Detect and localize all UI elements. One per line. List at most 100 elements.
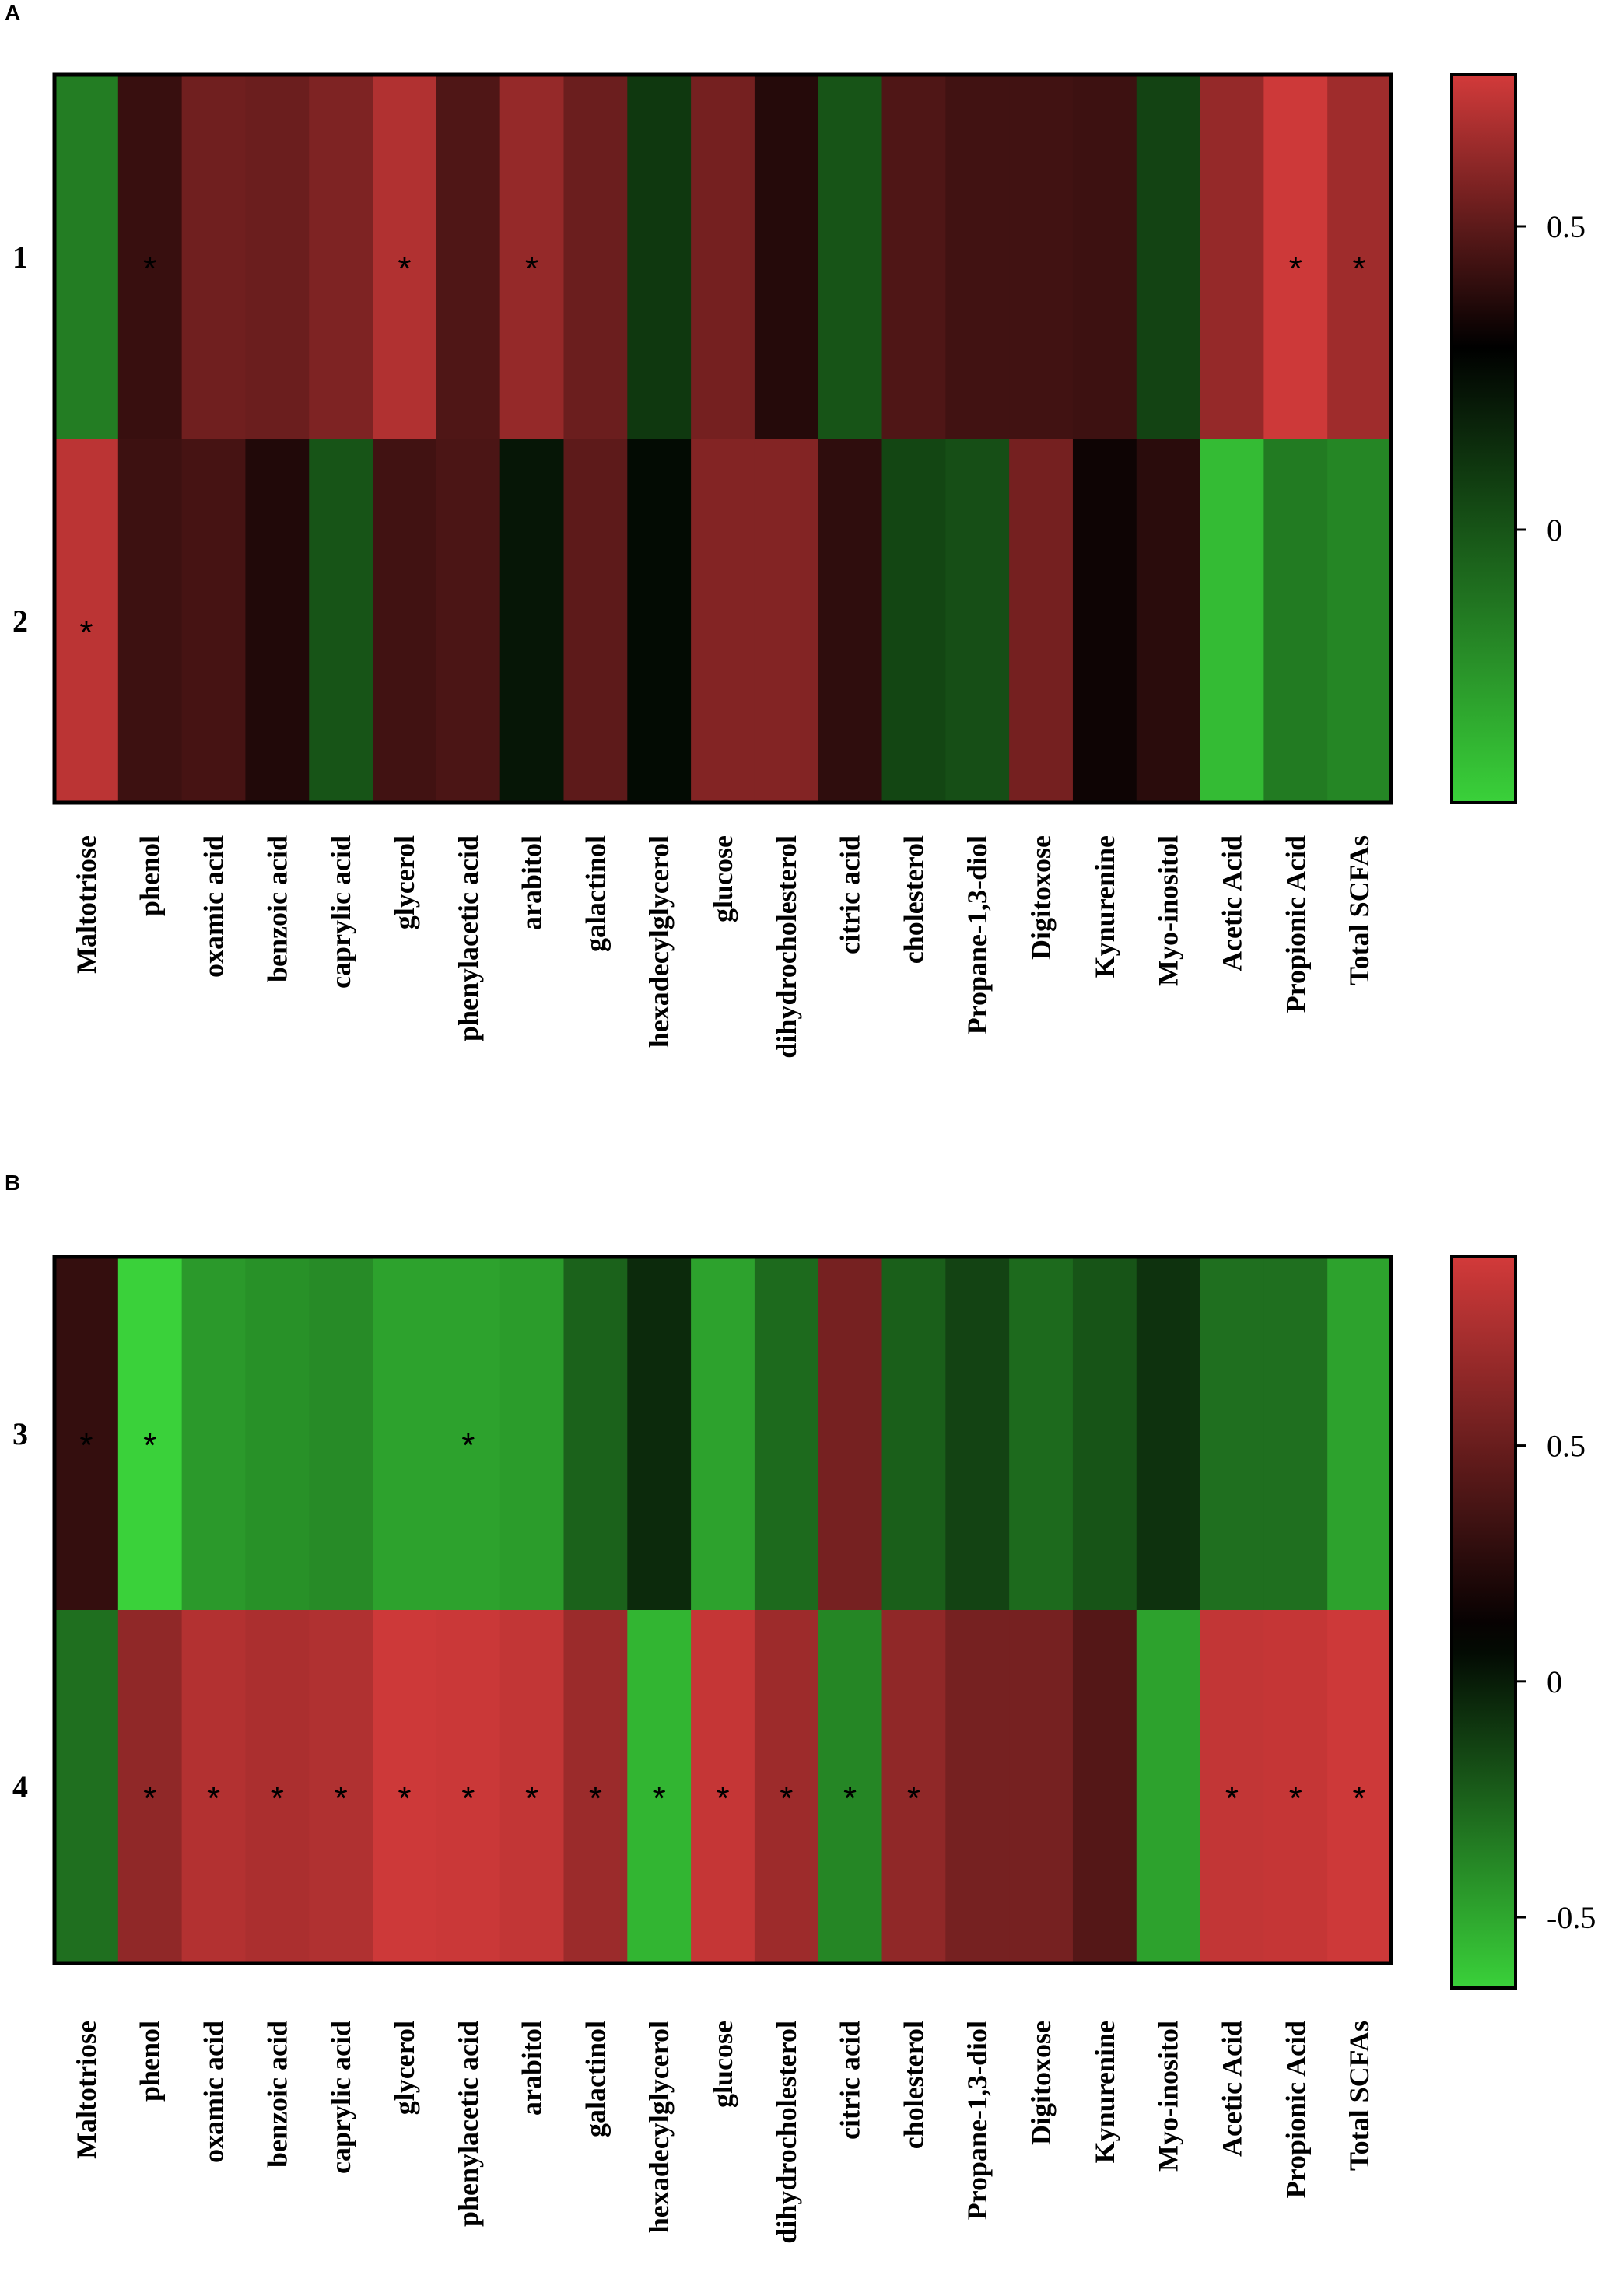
column-label: caprylic acid xyxy=(325,2021,356,2174)
significance-star: * xyxy=(525,250,538,288)
row-label: 3 xyxy=(12,1416,28,1451)
column-label: glucose xyxy=(707,2021,738,2108)
heatmap-cell xyxy=(1327,439,1392,803)
column-label: Total SCFAs xyxy=(1344,835,1375,985)
significance-star: * xyxy=(79,1426,93,1465)
row-label: 4 xyxy=(12,1769,28,1804)
heatmap-cell xyxy=(1072,75,1137,439)
column-label: Propionic Acid xyxy=(1280,835,1311,1013)
heatmap-cell xyxy=(499,1257,565,1611)
heatmap-cell xyxy=(945,1257,1010,1611)
column-label: glycerol xyxy=(389,2021,420,2115)
column-label: galactinol xyxy=(580,2021,611,2137)
heatmap-cell xyxy=(1200,75,1264,439)
heatmap-cell xyxy=(499,75,565,439)
heatmap-cell xyxy=(245,1257,310,1611)
heatmap-frame xyxy=(52,72,1393,805)
heatmap-cell xyxy=(499,439,565,803)
heatmap-cell xyxy=(1009,75,1074,439)
heatmap-cell xyxy=(436,439,501,803)
significance-star: * xyxy=(398,250,411,288)
heatmap-cell xyxy=(245,439,310,803)
colorbar-tick-label: 0.5 xyxy=(1547,1429,1586,1464)
column-label: oxamic acid xyxy=(198,2021,230,2163)
significance-star: * xyxy=(1289,250,1302,288)
heatmap-cell xyxy=(1327,1610,1392,1964)
significance-star: * xyxy=(79,614,93,652)
column-label: phenol xyxy=(135,2021,166,2102)
column-label: cholesterol xyxy=(898,835,929,964)
heatmap-cell xyxy=(1200,439,1264,803)
column-label: arabitol xyxy=(517,2021,548,2116)
heatmap-cell xyxy=(117,439,183,803)
heatmap-cell xyxy=(373,75,437,439)
column-label: glycerol xyxy=(389,835,420,929)
significance-star: * xyxy=(1353,250,1366,288)
significance-star: * xyxy=(1225,1780,1239,1818)
heatmap-cell xyxy=(309,439,373,803)
heatmap-cell xyxy=(881,439,946,803)
heatmap-cell xyxy=(754,75,819,439)
column-label: hexadecylglycerol xyxy=(643,835,675,1048)
heatmap-cell xyxy=(627,439,692,803)
column-label: Maltotriose xyxy=(71,835,102,974)
significance-star: * xyxy=(843,1780,857,1818)
heatmap-cell xyxy=(373,1257,437,1611)
heatmap-cell xyxy=(181,1610,247,1964)
heatmap-cell xyxy=(1136,1257,1201,1611)
column-label: benzoic acid xyxy=(261,2021,293,2168)
heatmap-cell xyxy=(754,439,819,803)
heatmap-cell xyxy=(309,1610,373,1964)
heatmap-cell xyxy=(1072,439,1137,803)
row-label: 1 xyxy=(12,240,28,275)
heatmap-cell xyxy=(945,75,1010,439)
column-label: oxamic acid xyxy=(198,835,230,978)
column-label: Acetic Acid xyxy=(1216,835,1247,971)
heatmap-cell xyxy=(691,1610,755,1964)
heatmap-cell xyxy=(1072,1610,1137,1964)
column-label: hexadecylglycerol xyxy=(643,2021,675,2233)
heatmap-cell xyxy=(54,75,119,439)
column-label: dihydrocholesterol xyxy=(771,835,802,1059)
column-label: Kynurenine xyxy=(1089,835,1120,978)
column-label: dihydrocholesterol xyxy=(771,2021,802,2244)
heatmap-cell xyxy=(499,1610,565,1964)
significance-star: * xyxy=(653,1780,666,1818)
heatmap-cell xyxy=(1009,1257,1074,1611)
column-label: Digitoxose xyxy=(1025,2021,1057,2145)
heatmap-cell xyxy=(373,439,437,803)
significance-star: * xyxy=(589,1780,602,1818)
heatmap-cell xyxy=(436,75,501,439)
significance-star: * xyxy=(143,250,156,288)
heatmap-cell xyxy=(245,1610,310,1964)
heatmap-cell xyxy=(1327,1257,1392,1611)
column-label: Propionic Acid xyxy=(1280,2021,1311,2198)
heatmap-cell xyxy=(1072,1257,1137,1611)
heatmap-cell xyxy=(945,439,1010,803)
column-label: Kynurenine xyxy=(1089,2021,1120,2163)
heatmap-cell xyxy=(691,439,755,803)
heatmap-cell xyxy=(309,1257,373,1611)
significance-star: * xyxy=(1289,1780,1302,1818)
heatmap-cell xyxy=(754,1610,819,1964)
colorbar-tick-label: 0.5 xyxy=(1547,209,1586,244)
column-label: Digitoxose xyxy=(1025,835,1057,960)
heatmap-cell xyxy=(818,1257,883,1611)
column-label: caprylic acid xyxy=(325,835,356,989)
heatmap-cell xyxy=(54,1610,119,1964)
significance-star: * xyxy=(143,1780,156,1818)
column-label: Total SCFAs xyxy=(1344,2021,1375,2171)
significance-star: * xyxy=(335,1780,348,1818)
heatmap-cell xyxy=(54,439,119,803)
significance-star: * xyxy=(271,1780,284,1818)
significance-star: * xyxy=(716,1780,729,1818)
column-label: Acetic Acid xyxy=(1216,2021,1247,2157)
heatmap-cell xyxy=(117,1257,183,1611)
heatmap-cell xyxy=(627,1257,692,1611)
heatmap-cell xyxy=(563,439,628,803)
colorbar xyxy=(1450,1255,1517,1990)
heatmap-cell xyxy=(818,75,883,439)
heatmap-cell xyxy=(1136,1610,1201,1964)
heatmap-cell xyxy=(117,1610,183,1964)
heatmap-frame xyxy=(52,1255,1393,1965)
